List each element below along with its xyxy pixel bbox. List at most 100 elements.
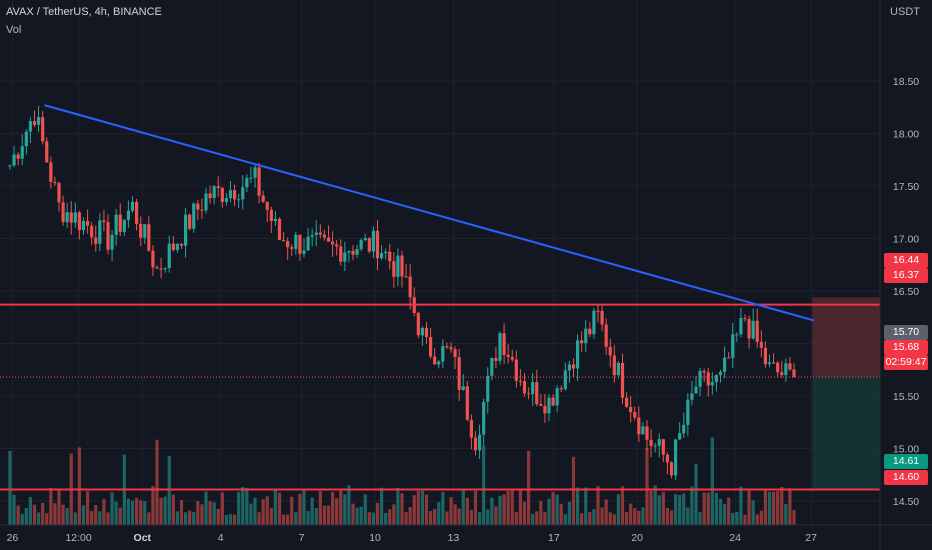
candle-body — [702, 370, 706, 373]
volume-bar — [743, 514, 747, 525]
time-tick-label: 27 — [805, 532, 817, 544]
candle-body — [539, 404, 543, 406]
candle-body — [49, 162, 53, 182]
candle-body — [731, 334, 735, 358]
price-tick-label: 14.50 — [893, 496, 919, 508]
candle-body — [522, 380, 527, 394]
candle-body — [204, 193, 208, 211]
candle-body — [192, 203, 196, 229]
candle-body — [678, 433, 682, 440]
candle-body — [261, 195, 265, 202]
candle-body — [8, 165, 12, 167]
candle-body — [179, 243, 184, 246]
candle-body — [661, 439, 665, 455]
candle-body — [347, 251, 351, 253]
candle-body — [767, 362, 772, 365]
volume-bar — [592, 509, 596, 525]
volume-bar — [727, 497, 731, 525]
volume-bar — [388, 509, 392, 525]
drawings — [0, 104, 880, 491]
volume-bar — [584, 487, 588, 525]
volume-bar — [183, 512, 188, 525]
volume-bar — [302, 488, 306, 525]
candle-body — [102, 220, 106, 223]
stop-loss-zone — [812, 297, 880, 378]
candle-body — [277, 218, 282, 240]
candle-body — [396, 255, 400, 277]
volume-bar — [188, 510, 192, 525]
volume-bar — [363, 494, 367, 525]
candle-body — [416, 312, 420, 336]
candle-body — [273, 218, 278, 222]
volume-bar — [424, 494, 429, 525]
candle-body — [559, 388, 563, 390]
volume-bar — [16, 505, 20, 525]
volume-bar — [49, 487, 53, 525]
volume-bar — [506, 491, 510, 525]
volume-bar — [620, 486, 625, 525]
candle-body — [718, 371, 723, 376]
volume-bar — [126, 498, 131, 525]
volume-indicator-label[interactable]: Vol — [6, 24, 22, 36]
volume-bar — [416, 491, 420, 525]
volume-bar — [192, 511, 196, 525]
volume-bar — [559, 503, 563, 525]
candle-body — [645, 426, 649, 440]
candle-body — [461, 386, 465, 390]
volume-bar — [453, 504, 457, 525]
volume-bar — [28, 497, 33, 525]
candle-body — [514, 359, 518, 381]
volume-bar — [110, 492, 114, 525]
volume-bar — [286, 514, 290, 525]
volume-bar — [690, 486, 694, 525]
support-level-badge: 14.60 — [884, 470, 928, 485]
volume-bar — [678, 494, 682, 525]
volume-bar — [343, 494, 347, 525]
volume-bar — [232, 514, 237, 525]
candle-body — [759, 341, 763, 348]
volume-bar — [780, 486, 784, 525]
volume-bar — [106, 512, 110, 525]
candle-body — [302, 250, 306, 254]
candle-body — [249, 177, 253, 179]
volume-bar — [531, 513, 535, 525]
candle-body — [379, 253, 384, 259]
candle-body — [130, 201, 135, 211]
volume-bar — [543, 512, 547, 525]
candle-body — [437, 361, 441, 365]
candle-body — [257, 167, 261, 196]
price-tick-label: 17.50 — [893, 181, 919, 193]
volume-bar — [200, 504, 204, 525]
candle-body — [428, 337, 433, 357]
candle-body — [392, 261, 396, 277]
candle-body — [81, 220, 86, 231]
candle-body — [510, 356, 514, 360]
candle-body — [637, 417, 641, 435]
volume-bar — [212, 502, 216, 525]
volume-bar — [710, 437, 714, 525]
volume-bar — [747, 490, 751, 525]
price-tick-label: 18.50 — [893, 76, 919, 88]
volume-bar — [457, 508, 461, 525]
volume-bar — [645, 447, 649, 525]
volume-bar — [428, 510, 433, 525]
candle-body — [624, 397, 629, 407]
volume-bar — [518, 490, 523, 525]
volume-bar — [686, 507, 690, 525]
price-tick-label: 16.50 — [893, 286, 919, 298]
symbol-title[interactable]: AVAX / TetherUS, 4h, BINANCE — [6, 6, 162, 18]
volume-bar — [175, 511, 180, 525]
candle-body — [633, 412, 637, 418]
candle-body — [94, 237, 98, 244]
candle-body — [575, 340, 580, 369]
candle-body — [114, 214, 118, 235]
volume-bar — [204, 491, 208, 525]
candle-body — [727, 357, 731, 359]
candle-body — [265, 201, 269, 210]
volume-bar — [514, 512, 518, 525]
time-tick-label: 17 — [548, 532, 560, 544]
volume-bar — [326, 505, 331, 525]
grid — [0, 0, 880, 525]
candle-body — [706, 372, 710, 386]
